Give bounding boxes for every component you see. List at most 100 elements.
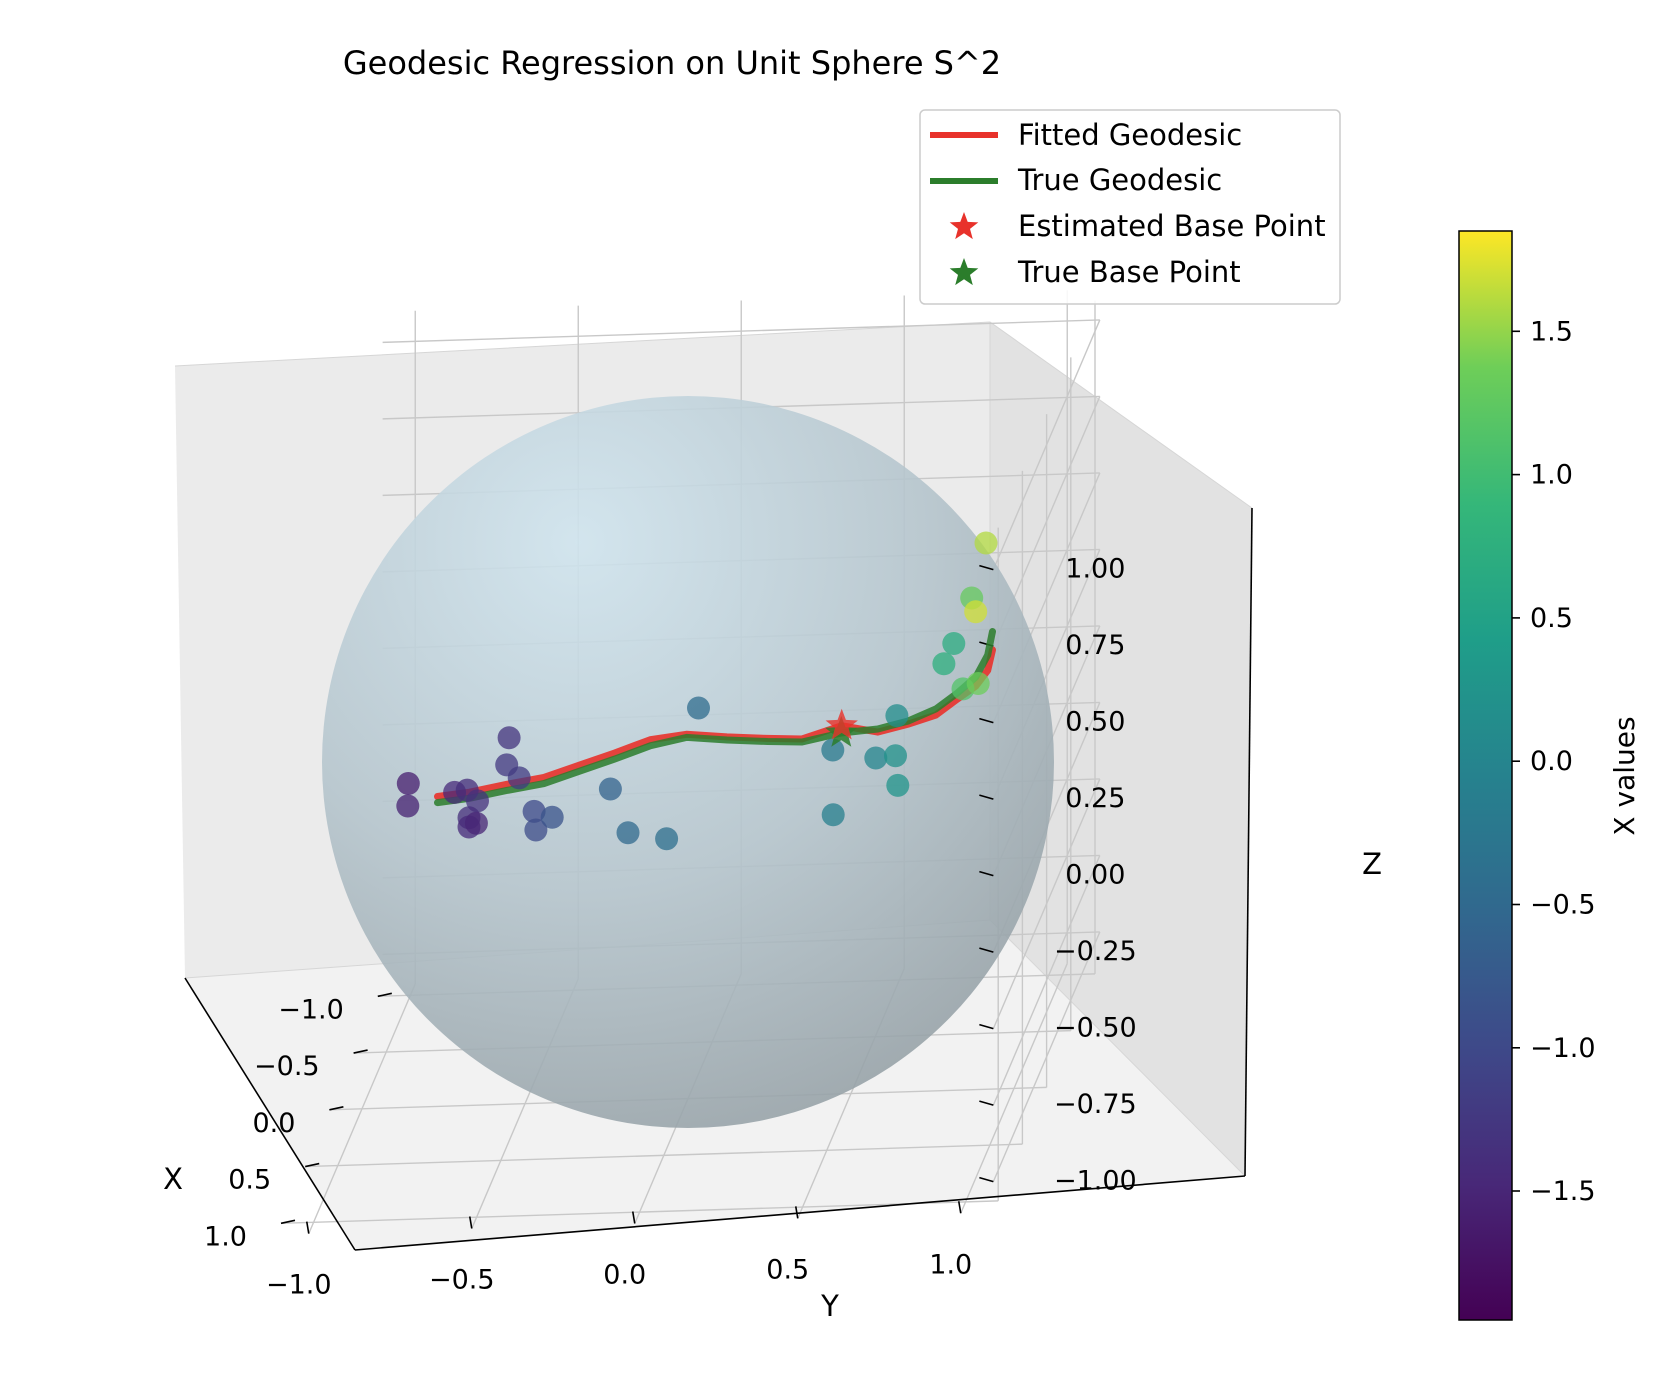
x-axis-line (184, 977, 356, 1251)
z-tick-label: −0.25 (1054, 936, 1137, 967)
y-tick-mark (468, 1216, 473, 1229)
z-tick-label: 1.00 (1065, 554, 1125, 585)
z-tick-mark (979, 564, 994, 571)
scatter-point (942, 632, 966, 655)
scatter-point (464, 811, 488, 835)
x-tick-label: 1.0 (204, 1221, 247, 1252)
colorbar-tick-label: −1.5 (1530, 1176, 1596, 1207)
scatter-point (885, 704, 909, 728)
colorbar-tick-label: 0.0 (1530, 746, 1573, 777)
y-axis-line (354, 1175, 1246, 1251)
scatter-point (497, 726, 521, 750)
z-tick-label: 0.50 (1065, 707, 1125, 738)
y-tick-mark (631, 1211, 636, 1224)
scatter-point (821, 738, 845, 762)
scatter-point (655, 827, 679, 851)
scatter-point (932, 652, 956, 676)
scatter-point (616, 821, 640, 845)
floor-grid-line (280, 1200, 999, 1225)
y-tick-mark (305, 1221, 310, 1234)
scatter-point (396, 794, 420, 818)
back-grid-line (382, 319, 1100, 344)
scatter-point (522, 799, 546, 823)
floor-grid-line (960, 963, 1068, 1214)
legend-box (919, 109, 1341, 305)
z-tick-mark (979, 947, 994, 953)
z-tick-mark (979, 794, 994, 800)
y-axis-label: Y (820, 1289, 839, 1323)
colorbar-tick-label: 0.5 (1530, 603, 1573, 634)
z-tick-label: −0.75 (1054, 1089, 1137, 1120)
z-tick-label: 0.75 (1065, 630, 1125, 661)
y-tick-mark (957, 1201, 962, 1214)
colorbar-tick-label: −1.0 (1530, 1033, 1596, 1064)
scatter-point (540, 805, 564, 829)
scatter-point (966, 672, 990, 695)
z-tick-label: 0.25 (1065, 783, 1125, 814)
colorbar-tick-label: 1.5 (1530, 316, 1573, 347)
scatter-point (524, 818, 548, 842)
scatter-point (687, 696, 710, 720)
y-tick-mark (794, 1206, 799, 1219)
plot-area: −1.0 −0.5 0.0 0.5 1.0 −1.0 −0.5 0.0 0.5 1.0 −1.0… (163, 290, 1382, 1323)
colorbar-ticks: −1.5 −1.0 −0.5 0.0 0.5 1.0 1.5 (1512, 316, 1596, 1207)
x-tick-mark (305, 1162, 320, 1168)
x-ticks: −1.0 −0.5 0.0 0.5 1.0 (204, 992, 392, 1252)
z-tick-mark (979, 717, 994, 724)
z-tick-mark (979, 870, 994, 877)
y-tick-label: 1.0 (929, 1249, 972, 1280)
x-axis-label: X (163, 1162, 183, 1196)
z-tick-label: −0.50 (1054, 1013, 1137, 1044)
colorbar-gradient (1458, 230, 1513, 1321)
z-tick-label: 0.00 (1065, 860, 1125, 891)
y-tick-label: 0.0 (603, 1259, 646, 1290)
z-tick-label: −1.00 (1054, 1166, 1137, 1197)
y-tick-label: −0.5 (429, 1265, 495, 1296)
x-tick-mark (280, 1219, 296, 1225)
y-tick-label: 0.5 (766, 1254, 809, 1285)
y-tick-label: −1.0 (266, 1270, 332, 1301)
x-tick-mark (377, 992, 392, 998)
chart-title: Geodesic Regression on Unit Sphere S^2 (343, 44, 1001, 82)
side-grid-line (992, 855, 1101, 1106)
scatter-points (396, 531, 998, 851)
z-tick-mark (979, 1176, 994, 1183)
z-ticks: −1.00 −0.75 −0.50 −0.25 0.00 0.25 0.50 0.75 1.00 (979, 554, 1137, 1197)
right-pane (990, 322, 1252, 1176)
legend-fitted-geodesic-label: Fitted Geodesic (1018, 118, 1242, 152)
colorbar-tick-label: −0.5 (1530, 890, 1596, 921)
side-grid-line (992, 778, 1101, 1029)
legend-true-base-point-label: True Base Point (1017, 255, 1241, 289)
legend-true-base-point-star-icon (949, 258, 979, 286)
scatter-point (864, 746, 888, 770)
scatter-point (884, 744, 907, 768)
x-tick-label: −0.5 (254, 1051, 320, 1082)
scatter-point (598, 777, 622, 801)
scatter-point (964, 600, 988, 624)
scatter-point (396, 772, 420, 795)
x-tick-label: 0.5 (228, 1165, 271, 1196)
scatter-point (507, 766, 531, 790)
x-tick-label: 0.0 (252, 1108, 295, 1139)
scatter-point (886, 773, 910, 797)
x-tick-label: −1.0 (278, 994, 344, 1025)
unit-sphere (322, 396, 1054, 1128)
side-grid-line (992, 931, 1101, 1182)
legend-true-geodesic-label: True Geodesic (1017, 163, 1222, 197)
base-points (825, 708, 858, 747)
z-tick-mark (979, 1100, 994, 1106)
estimated-base-point-star (825, 708, 858, 740)
z-tick-mark (979, 1023, 994, 1030)
scatter-point (974, 531, 998, 555)
floor-grid-line (305, 1143, 1023, 1168)
x-tick-mark (353, 1049, 368, 1054)
y-ticks: −1.0 −0.5 0.0 0.5 1.0 (266, 1201, 972, 1301)
legend-estimated-base-point-star-icon (949, 212, 979, 240)
legend-estimated-base-point-label: Estimated Base Point (1018, 209, 1326, 243)
colorbar: −1.5 −1.0 −0.5 0.0 0.5 1.0 1.5 X values (1458, 230, 1641, 1321)
legend: Fitted Geodesic True Geodesic Estimated … (919, 109, 1341, 305)
x-tick-mark (329, 1106, 344, 1111)
z-axis-line (1244, 507, 1253, 1177)
colorbar-label: X values (1608, 716, 1641, 835)
